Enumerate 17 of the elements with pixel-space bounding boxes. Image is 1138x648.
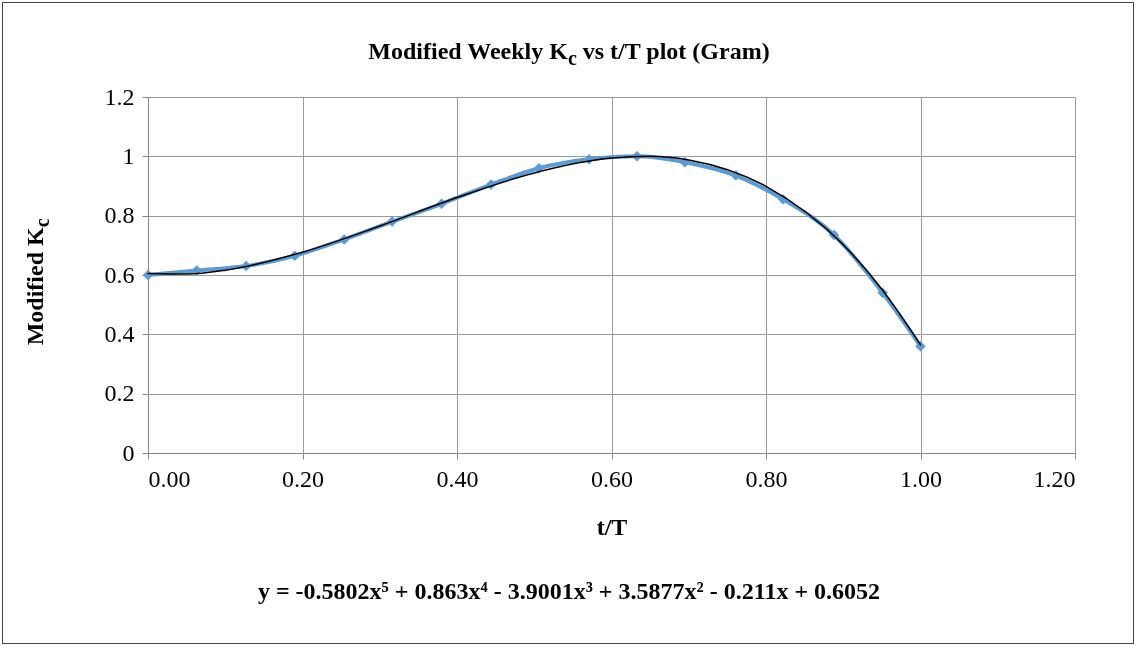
x-tick-label: 0.40 (436, 465, 479, 492)
y-tick-label: 0.4 (104, 320, 135, 347)
x-tick-label: 0.20 (282, 465, 324, 492)
chart-title: Modified Weekly K$_{c}$ vs t/T plot (Gram) (367, 38, 771, 70)
x-tick-label: 0.60 (591, 465, 633, 492)
x-tick-label: 1.00 (900, 465, 942, 492)
y-tick-label: 1 (122, 142, 135, 169)
y-tick-label: 0.6 (104, 261, 135, 288)
text: y = -0.5802x⁵ + 0.863x⁴ - 3.9001x³ + 3.5877x² - 0.211x + 0.6052 (256, 578, 882, 605)
x-tick-label: 0.80 (745, 465, 788, 492)
x-tick-label: 1.20 (1033, 465, 1076, 492)
y-tick-label: 0.2 (104, 380, 135, 407)
y-tick-label: 0.8 (104, 202, 135, 229)
y-tick-label: 1.2 (104, 83, 135, 110)
y-tick-label: 0 (122, 439, 135, 466)
x-tick-label: 0.00 (148, 465, 191, 492)
x-axis-title: t/T (596, 513, 628, 540)
